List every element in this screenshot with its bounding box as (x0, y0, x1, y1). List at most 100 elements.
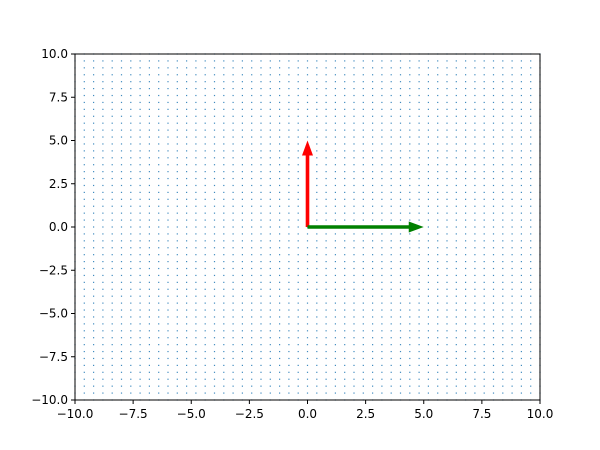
scatter-point (418, 184, 420, 187)
scatter-point (93, 94, 95, 97)
scatter-point (93, 233, 95, 235)
scatter-point (176, 309, 178, 311)
scatter-point (437, 219, 439, 221)
scatter-point (530, 316, 532, 318)
scatter-point (195, 378, 197, 380)
scatter-point (409, 136, 411, 138)
scatter-point (139, 254, 141, 256)
scatter-point (381, 81, 383, 83)
scatter-point (213, 67, 216, 69)
scatter-point (223, 81, 225, 83)
scatter-point (399, 177, 402, 180)
scatter-point (372, 350, 374, 353)
scatter-point (83, 74, 85, 76)
scatter-point (167, 129, 169, 131)
scatter-point (148, 108, 150, 110)
scatter-point (381, 247, 383, 249)
scatter-point (111, 101, 113, 104)
scatter-point (195, 309, 197, 311)
scatter-point (167, 136, 169, 138)
scatter-point (167, 267, 169, 270)
scatter-point (334, 219, 336, 221)
scatter-point (520, 177, 522, 180)
scatter-point (139, 226, 141, 228)
scatter-point (316, 267, 318, 270)
scatter-point (325, 267, 327, 270)
scatter-point (139, 115, 141, 117)
scatter-point (362, 233, 364, 235)
scatter-point (455, 247, 457, 249)
scatter-point (381, 108, 383, 110)
scatter-point (362, 177, 364, 180)
scatter-point (437, 302, 439, 304)
scatter-point (418, 337, 420, 339)
scatter-point (437, 81, 439, 83)
scatter-point (381, 233, 383, 235)
scatter-point (93, 316, 95, 318)
scatter-point (530, 233, 532, 235)
scatter-point (372, 212, 374, 214)
scatter-point (139, 219, 141, 221)
scatter-point (418, 171, 420, 173)
scatter-point (381, 60, 383, 62)
scatter-point (306, 323, 309, 325)
scatter-point (111, 240, 113, 242)
scatter-point (399, 212, 402, 214)
scatter-point (437, 267, 439, 270)
scatter-point (232, 88, 234, 90)
scatter-point (474, 60, 476, 62)
scatter-point (213, 101, 216, 104)
scatter-point (241, 323, 243, 325)
scatter-point (130, 337, 132, 339)
scatter-point (399, 164, 402, 166)
scatter-point (186, 254, 188, 256)
scatter-point (260, 115, 262, 117)
scatter-point (204, 240, 206, 242)
scatter-point (269, 316, 271, 318)
scatter-point (241, 184, 243, 187)
scatter-point (288, 247, 290, 249)
scatter-point (344, 364, 346, 366)
scatter-point (483, 60, 485, 62)
scatter-point (260, 254, 262, 256)
scatter-point (520, 323, 522, 325)
scatter-point (372, 101, 374, 104)
scatter-point (251, 122, 253, 124)
scatter-point (148, 261, 150, 263)
scatter-point (148, 240, 150, 242)
scatter-point (102, 344, 104, 346)
scatter-point (279, 219, 281, 221)
scatter-point (465, 240, 467, 242)
scatter-point (176, 177, 178, 180)
scatter-point (241, 198, 243, 200)
scatter-point (204, 164, 206, 166)
scatter-point (399, 94, 402, 97)
scatter-point (418, 330, 420, 332)
scatter-point (288, 226, 290, 228)
scatter-point (186, 302, 188, 304)
scatter-point (251, 281, 253, 283)
scatter-point (93, 226, 95, 228)
scatter-point (381, 385, 383, 387)
scatter-point (251, 233, 253, 235)
scatter-point (260, 67, 262, 69)
scatter-point (288, 81, 290, 83)
scatter-point (139, 136, 141, 138)
scatter-point (381, 212, 383, 214)
scatter-point (437, 378, 439, 380)
scatter-point (353, 101, 355, 104)
scatter-point (381, 295, 383, 297)
scatter-point (465, 171, 467, 173)
scatter-point (288, 108, 290, 110)
scatter-point (186, 115, 188, 117)
scatter-point (344, 136, 346, 138)
scatter-point (502, 364, 504, 366)
scatter-point (306, 274, 309, 277)
scatter-point (362, 101, 364, 104)
scatter-point (213, 136, 216, 138)
scatter-point (511, 247, 513, 249)
scatter-point (362, 254, 364, 256)
scatter-point (204, 350, 206, 353)
scatter-point (520, 267, 522, 270)
scatter-point (204, 302, 206, 304)
